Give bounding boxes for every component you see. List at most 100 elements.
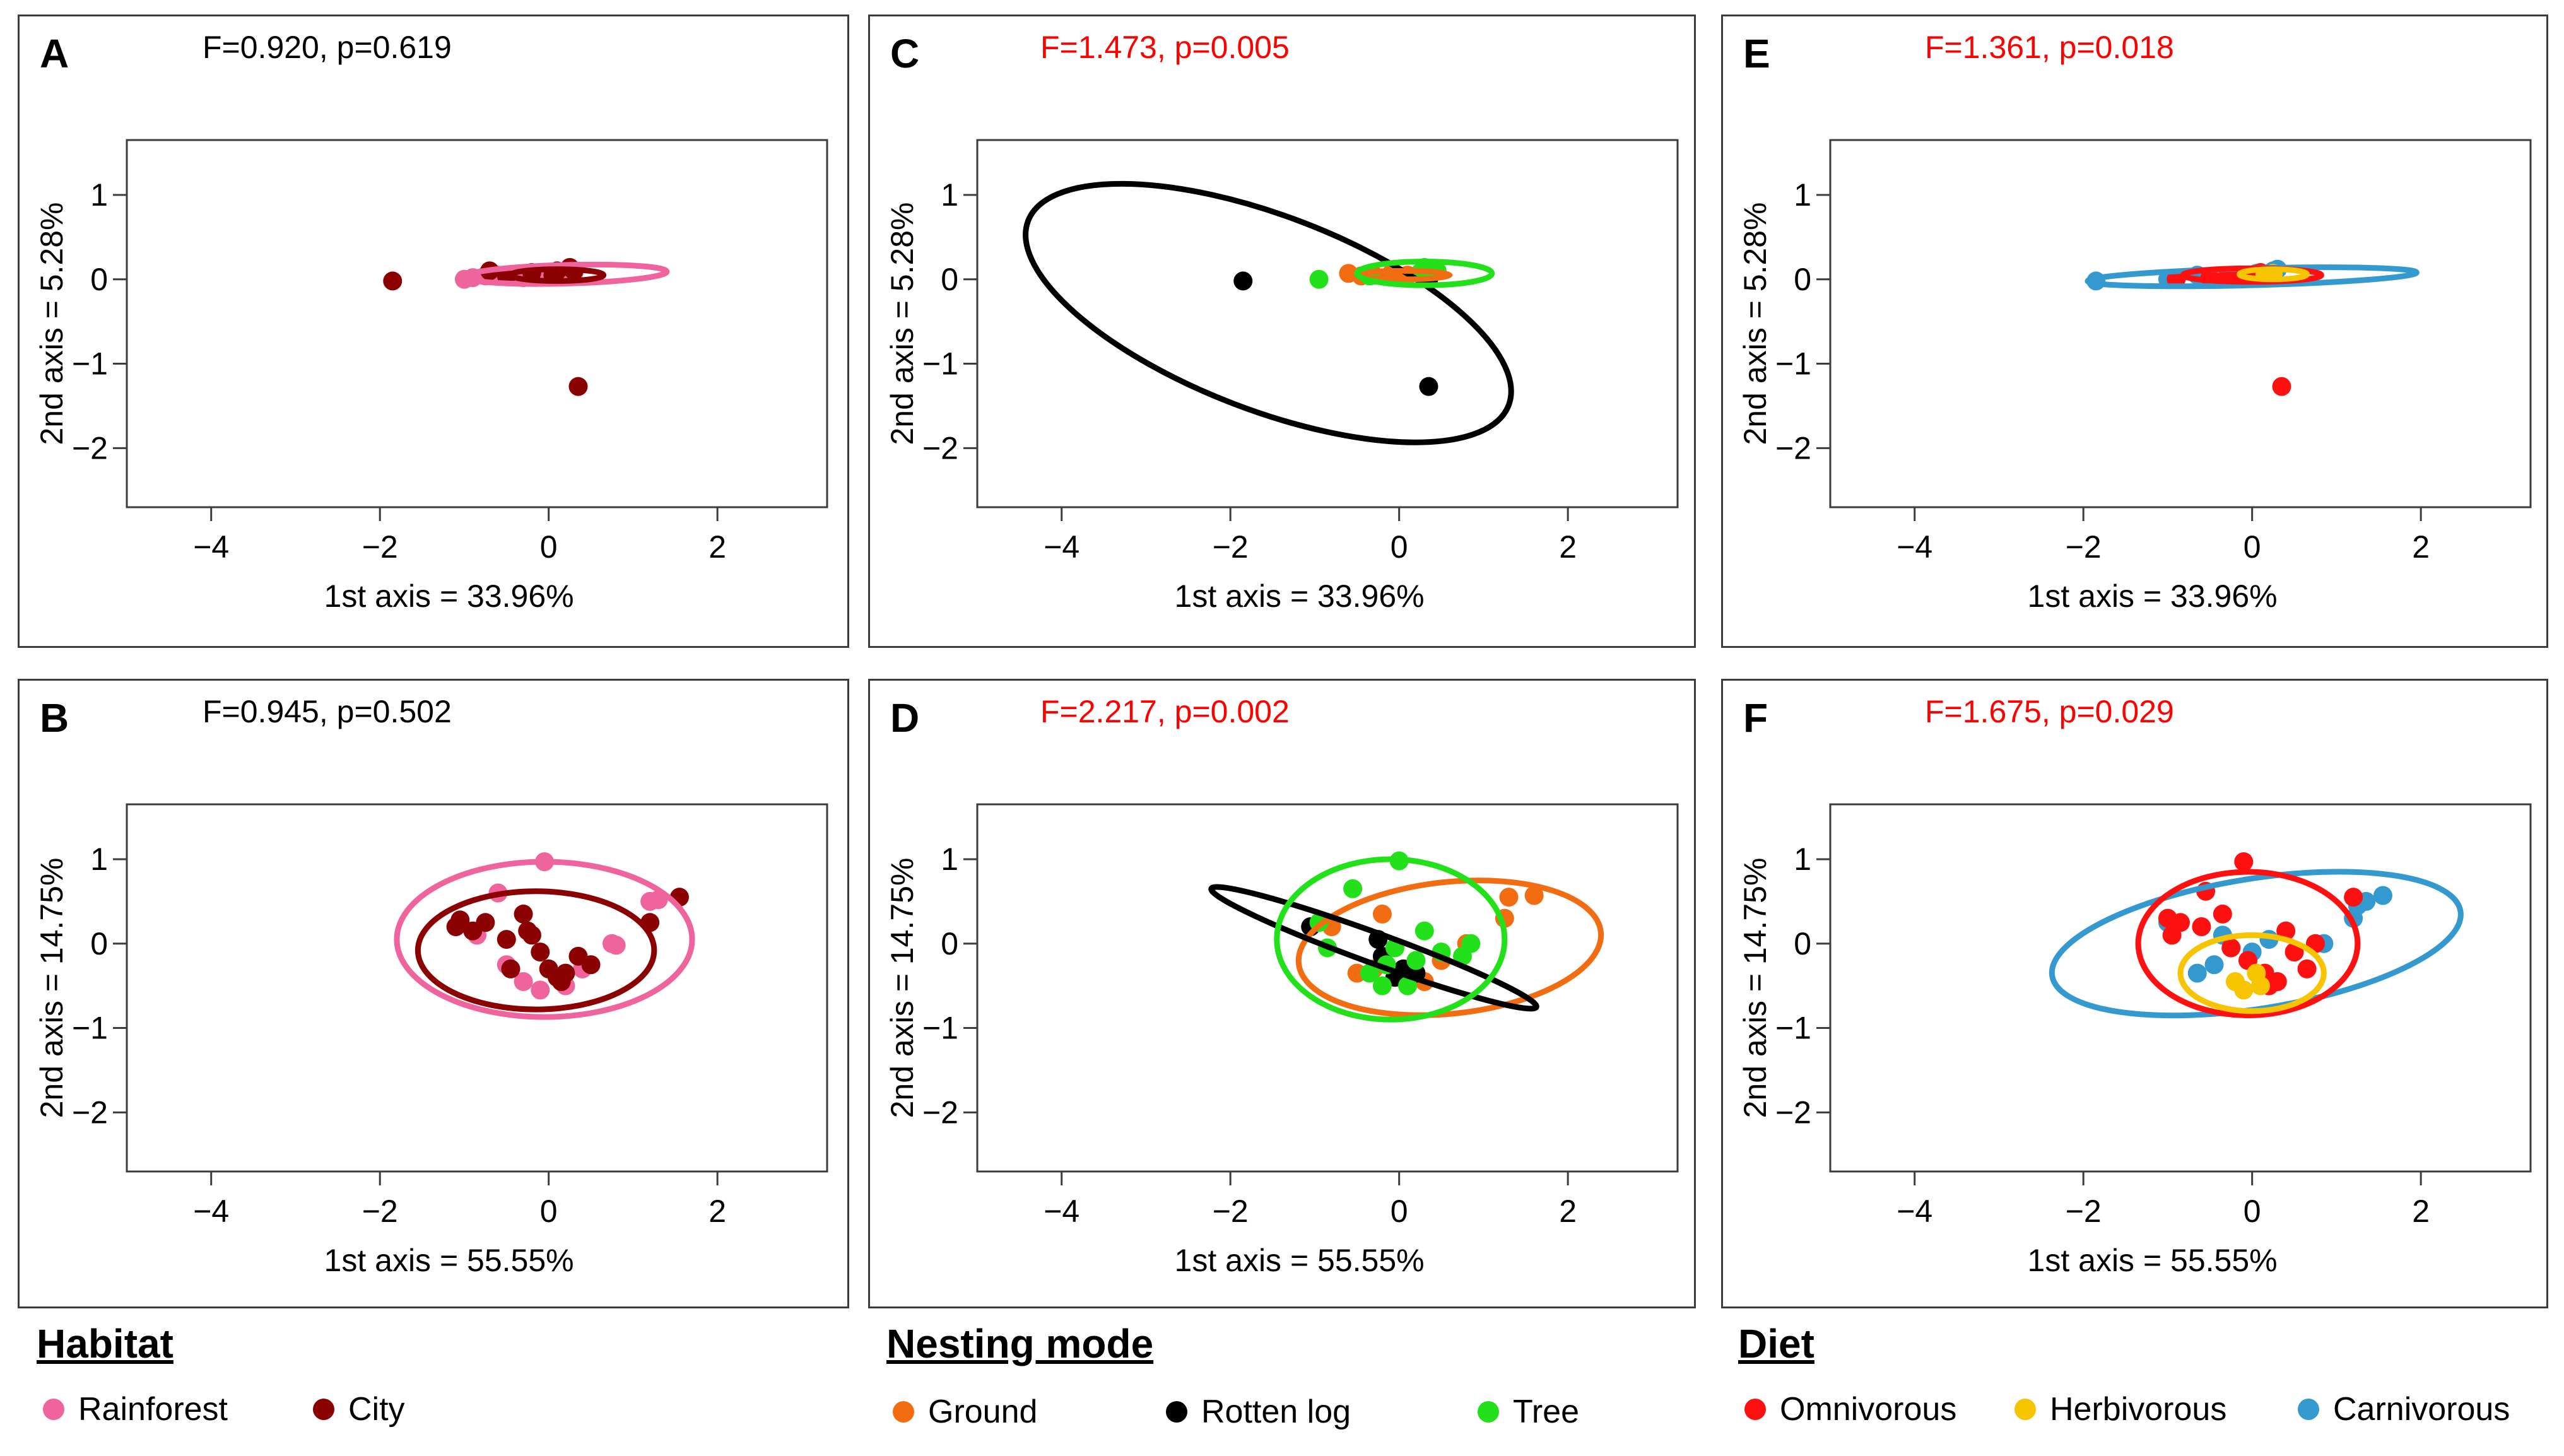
legend-rotten-log-swatch: [1166, 1401, 1187, 1423]
panel-d-ellipse-tree: [1274, 856, 1508, 1023]
legend-item-tree: Tree: [1478, 1393, 1579, 1431]
legend-ground-label: Ground: [928, 1394, 1038, 1430]
panel-e-ellipse-herbivorous: [2237, 266, 2310, 283]
panel-b-ellipse-city: [415, 888, 657, 1013]
panel-e-ytick-label-0: 1: [1794, 177, 1811, 213]
legend-item-rainforest: Rainforest: [43, 1390, 228, 1428]
panel-a-ytick-label-0: 1: [90, 177, 108, 213]
panel-e: E F=1.361, p=0.018 −4 −2 0 2 1 0 −1 −2 1st axis …: [1721, 15, 2548, 648]
panel-a-xlabel: 1st axis = 33.96%: [324, 578, 574, 614]
legend-omnivorous-label: Omnivorous: [1780, 1391, 1957, 1428]
panel-b-ytick-label-1: 0: [90, 926, 108, 961]
panel-d-point-tree-6: [1452, 946, 1472, 966]
panel-c-xlabel: 1st axis = 33.96%: [1175, 578, 1425, 614]
panel-d-ytick-label-0: 1: [941, 842, 958, 877]
panel-f-point-herbivorous-1: [2234, 980, 2254, 1000]
panel-f: F F=1.675, p=0.029 −4 −2 0 2 1 0 −1 −2 1st axis …: [1721, 679, 2548, 1308]
legend-tree-swatch: [1478, 1401, 1499, 1423]
panel-d: D F=2.217, p=0.002 −4 −2 0 2 1 0 −1 −2 1st axis …: [868, 679, 1696, 1308]
panel-f-xtick-label-2: 0: [2244, 1194, 2261, 1229]
panel-b-label: B: [40, 695, 69, 741]
panel-c-stat: F=1.473, p=0.005: [1040, 30, 1290, 65]
panel-f-point-omnivorous-13: [2297, 959, 2317, 978]
panel-e-plot-frame: [1829, 139, 2532, 508]
panel-b-point-city-9: [531, 942, 550, 962]
panel-c-xtick-label-3: 2: [1559, 529, 1577, 565]
panel-d-point-tree-4: [1414, 921, 1434, 941]
legend-rainforest-label: Rainforest: [78, 1391, 228, 1428]
panel-c-ellipse-rotten-log: [1023, 180, 1514, 445]
panel-b-point-city-16: [551, 972, 571, 991]
panel-b-point-city-3: [450, 910, 470, 930]
legend-item-city: City: [313, 1390, 405, 1428]
panel-f-point-omnivorous-2: [2213, 904, 2232, 924]
panel-e-xtick-label-3: 2: [2412, 529, 2430, 565]
panel-b-xlabel: 1st axis = 55.55%: [324, 1243, 574, 1278]
legend-item-ground: Ground: [893, 1393, 1037, 1431]
panel-a-ellipse-city: [507, 266, 607, 284]
panel-c-ytick-label-0: 1: [941, 177, 958, 213]
panel-f-plot: −4 −2 0 2 1 0 −1 −2 1st axis = 55.55% 2nd axis = …: [1738, 803, 2532, 1278]
panel-d-point-tree-11: [1360, 963, 1379, 983]
panel-e-stat: F=1.361, p=0.018: [1925, 30, 2174, 65]
panel-b-ylabel: 2nd axis = 14.75%: [34, 858, 69, 1118]
panel-a-point-city-7: [568, 377, 588, 396]
panel-f-ytick-label-3: −2: [1775, 1095, 1811, 1130]
panel-f-ytick-label-2: −1: [1775, 1011, 1811, 1046]
panel-f-point-omnivorous-7: [2221, 938, 2241, 958]
legend-habitat-title: Habitat: [37, 1321, 173, 1366]
panel-f-point-carnivorous-6: [2187, 963, 2207, 983]
panel-a-ylabel: 2nd axis = 5.28%: [34, 203, 69, 445]
panel-b: B F=0.945, p=0.502 −4 −2 0 2 1 0 −1 −2 1st axis …: [18, 679, 849, 1308]
panel-e-xtick-label-0: −4: [1897, 529, 1932, 565]
panel-d-ellipse-ground: [1295, 878, 1604, 1018]
legend-herbivorous-swatch: [2014, 1399, 2036, 1420]
panel-d-point-tree-8: [1398, 976, 1418, 995]
panel-a-stat: F=0.920, p=0.619: [203, 30, 452, 65]
panel-c-ytick-label-2: −1: [922, 346, 958, 382]
panel-b-point-city-6: [497, 930, 516, 949]
panel-d-ytick-label-3: −2: [922, 1095, 958, 1130]
panel-f-point-carnivorous-0: [2373, 886, 2392, 905]
panel-b-ytick-label-3: −2: [72, 1095, 108, 1130]
panel-c: C F=1.473, p=0.005 −4 −2 0 2 1 0 −1 −2 1st axis …: [868, 15, 1696, 648]
panel-c-xtick-label-1: −2: [1213, 529, 1249, 565]
panel-d-ylabel: 2nd axis = 14.75%: [885, 858, 920, 1118]
panel-d-point-tree-9: [1372, 976, 1392, 995]
panel-d-point-ground-0: [1524, 886, 1544, 905]
panel-f-ellipse-herbivorous: [2177, 932, 2327, 1014]
panel-d-xtick-label-0: −4: [1044, 1194, 1079, 1229]
panel-a-xtick-label-3: 2: [709, 529, 726, 565]
panel-a-xtick-label-1: −2: [362, 529, 398, 565]
legend-item-herbivorous: Herbivorous: [2014, 1390, 2226, 1428]
panel-f-point-carnivorous-7: [2204, 955, 2224, 975]
panel-a-plot: −4 −2 0 2 1 0 −1 −2 1st axis = 33.96% 2nd axis = …: [34, 139, 828, 614]
panel-b-xtick-label-2: 0: [540, 1194, 558, 1229]
panel-f-xtick-label-3: 2: [2412, 1194, 2430, 1229]
panel-e-xtick-label-1: −2: [2066, 529, 2102, 565]
panel-b-plot: −4 −2 0 2 1 0 −1 −2 1st axis = 55.55% 2nd axis = …: [34, 803, 828, 1278]
panel-f-xtick-label-0: −4: [1897, 1194, 1932, 1229]
legend-diet-title: Diet: [1738, 1321, 1814, 1366]
panel-a-point-city-0: [383, 271, 403, 291]
panel-d-plot-frame: [976, 803, 1679, 1173]
legend-tree-label: Tree: [1513, 1394, 1579, 1430]
panel-e-point-omnivorous-6: [2272, 377, 2291, 396]
panel-f-stat: F=1.675, p=0.029: [1925, 694, 2174, 729]
panel-f-ellipse-omnivorous: [2135, 869, 2361, 1018]
panel-c-point-rotten-log-0: [1233, 271, 1253, 291]
panel-c-label: C: [890, 31, 920, 76]
panel-e-xtick-label-2: 0: [2244, 529, 2261, 565]
panel-e-plot: −4 −2 0 2 1 0 −1 −2 1st axis = 33.96% 2nd axis = …: [1738, 139, 2532, 614]
panel-b-ytick-label-2: −1: [72, 1011, 108, 1046]
panel-c-xtick-label-0: −4: [1044, 529, 1079, 565]
panel-a-label: A: [40, 31, 69, 76]
legend-rainforest-swatch: [43, 1399, 64, 1420]
panel-d-point-ground-1: [1499, 888, 1519, 907]
legend-item-omnivorous: Omnivorous: [1744, 1390, 1956, 1428]
panel-b-ytick-label-0: 1: [90, 842, 108, 877]
panel-f-ytick-label-1: 0: [1794, 926, 1811, 961]
panel-d-ytick-label-2: −1: [922, 1011, 958, 1046]
panel-d-xtick-label-3: 2: [1559, 1194, 1577, 1229]
panel-e-ytick-label-3: −2: [1775, 430, 1811, 466]
